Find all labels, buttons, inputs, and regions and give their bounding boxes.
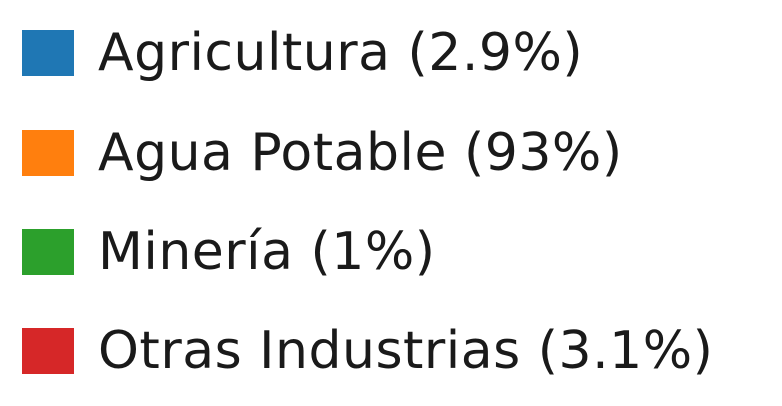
legend-swatch-agricultura [22, 30, 74, 76]
legend-swatch-mineria [22, 229, 74, 275]
legend-swatch-otras-industrias [22, 328, 74, 374]
legend-label-agricultura: Agricultura (2.9%) [98, 23, 584, 83]
legend-label-mineria: Minería (1%) [98, 222, 436, 282]
legend-item-agua-potable: Agua Potable (93%) [22, 123, 623, 183]
chart-legend: Agricultura (2.9%) Agua Potable (93%) Mi… [22, 0, 782, 406]
legend-label-otras-industrias: Otras Industrias (3.1%) [98, 321, 714, 381]
legend-item-mineria: Minería (1%) [22, 222, 436, 282]
legend-swatch-agua-potable [22, 130, 74, 176]
legend-item-agricultura: Agricultura (2.9%) [22, 23, 583, 83]
legend-item-otras-industrias: Otras Industrias (3.1%) [22, 321, 713, 381]
legend-label-agua-potable: Agua Potable (93%) [98, 123, 623, 183]
